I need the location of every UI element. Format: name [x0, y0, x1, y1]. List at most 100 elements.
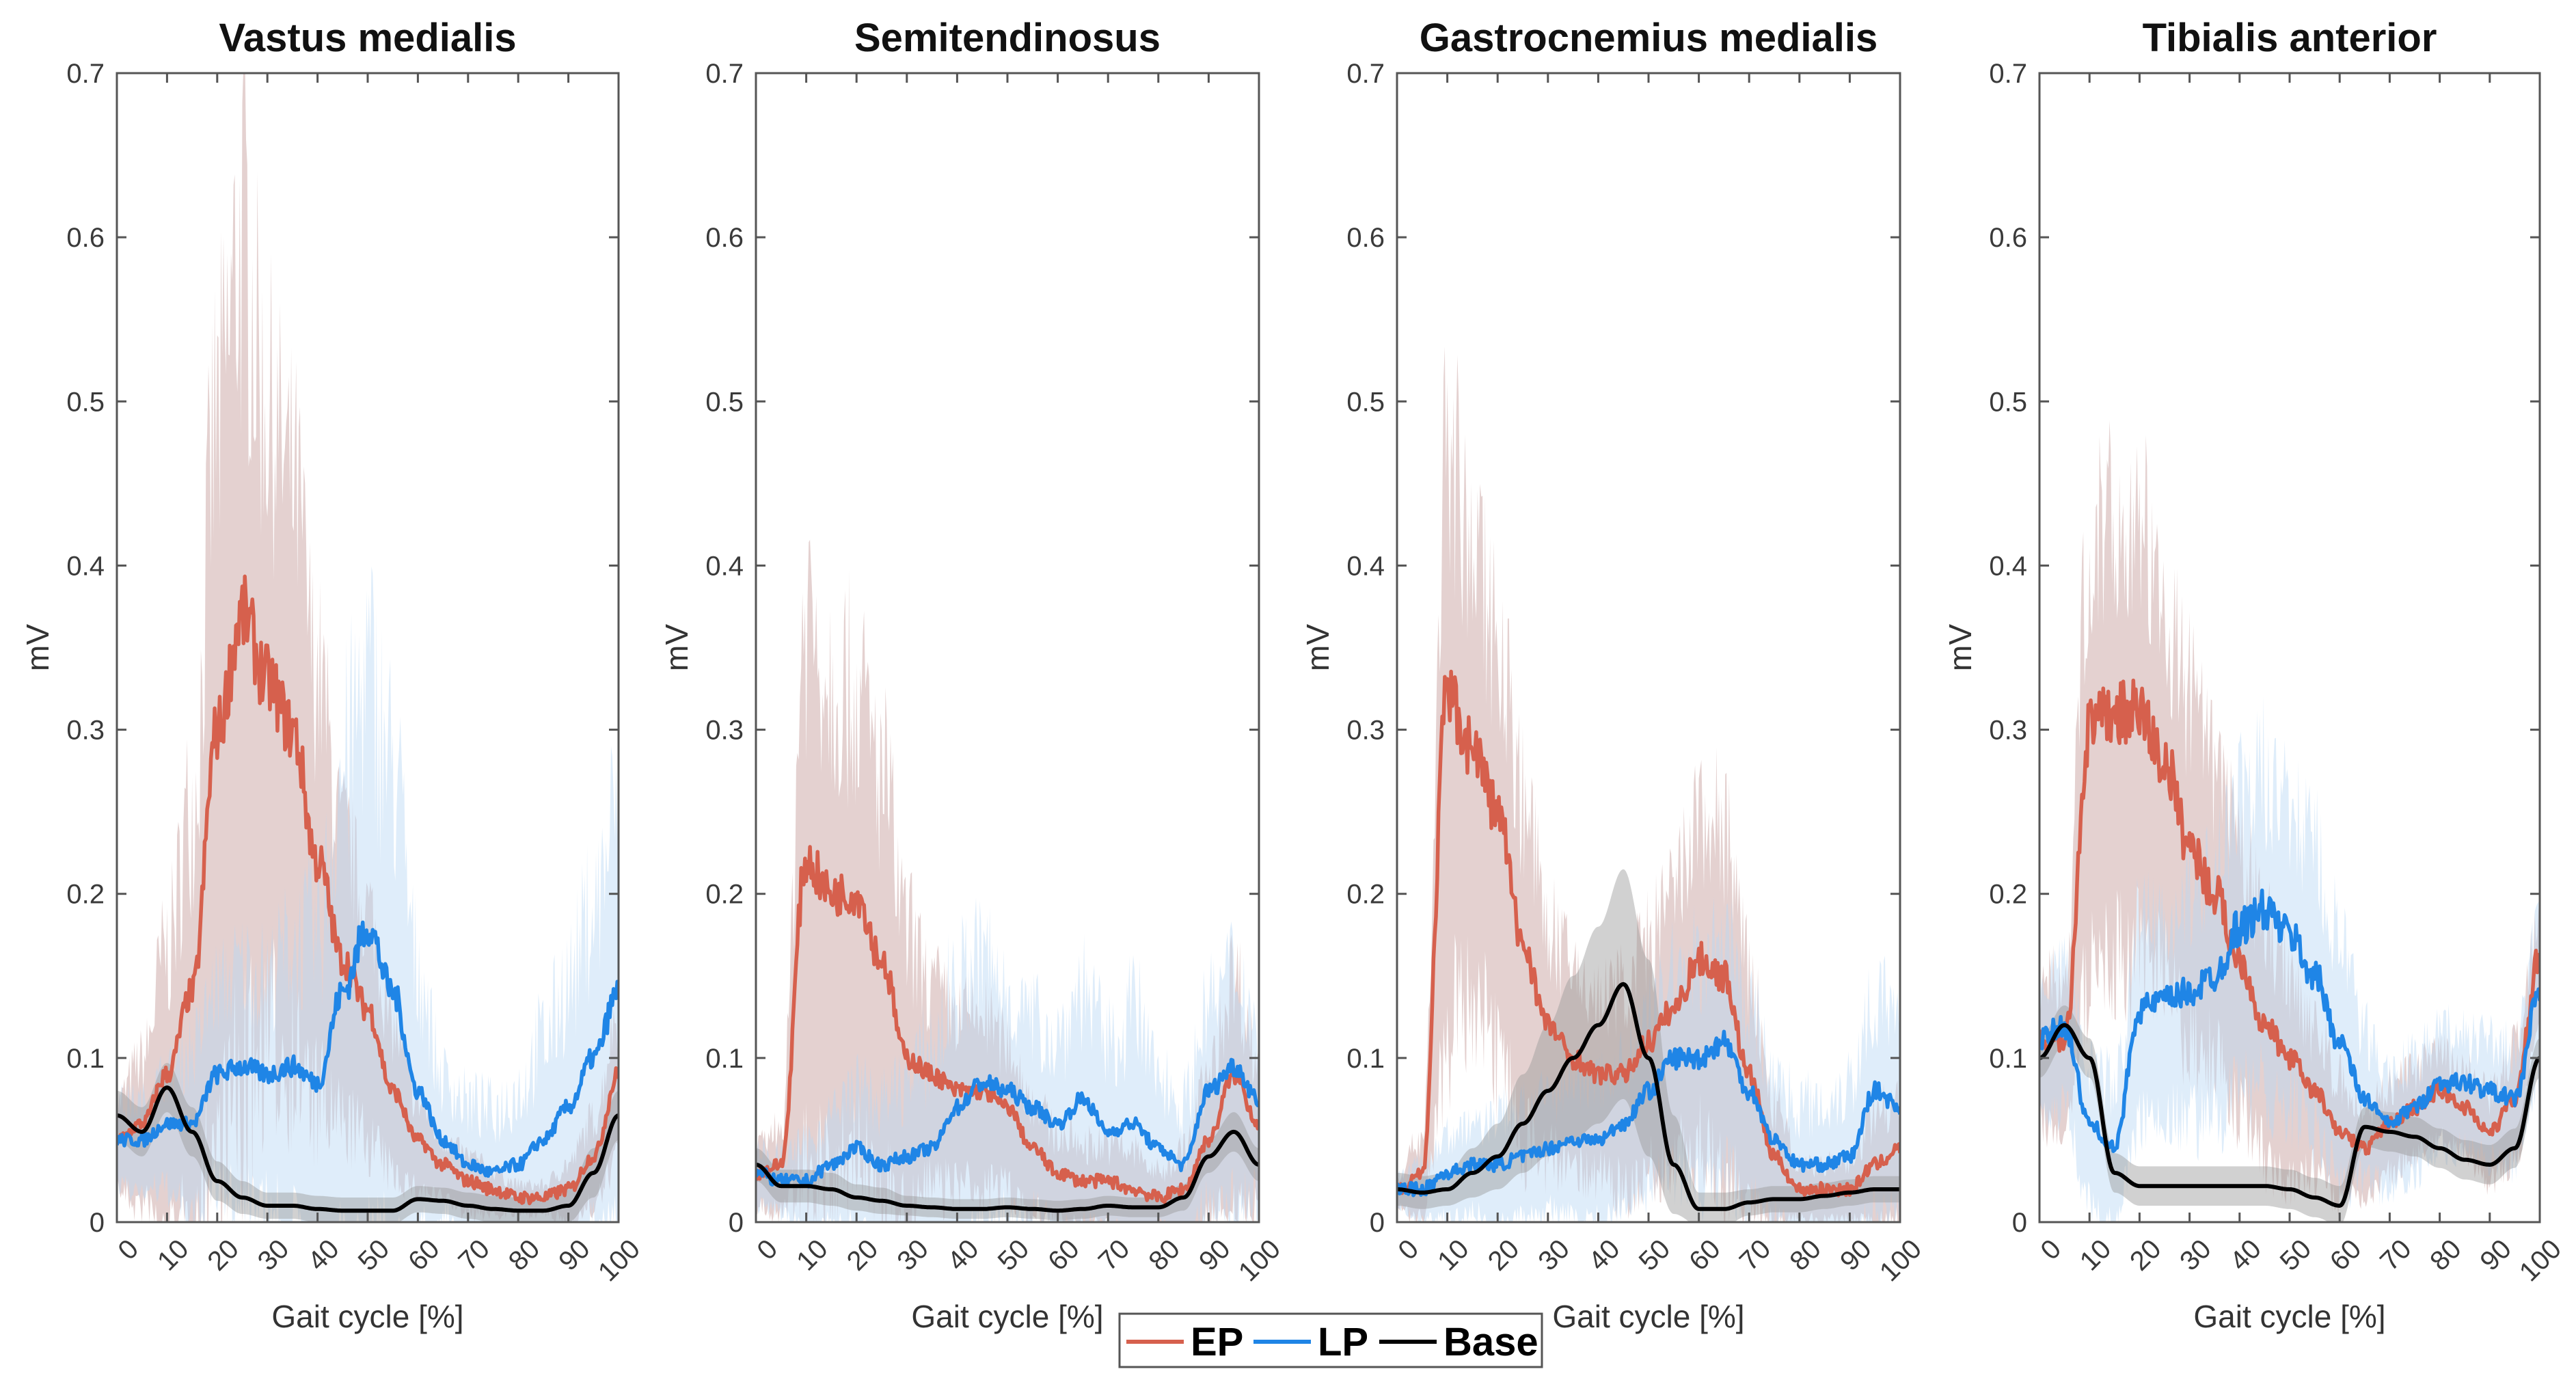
line-lp: [2039, 888, 2540, 1153]
y-tick-label: 0.3: [66, 716, 105, 746]
y-tick-label: 0.7: [66, 59, 105, 89]
x-tick-label: 80: [503, 1234, 546, 1277]
x-tick-label: 30: [252, 1234, 295, 1277]
x-tick-label: 30: [2174, 1234, 2217, 1277]
panel-semitendinosus: 00.10.20.30.40.50.60.70 10 20 30 40 50 60 70 80 9…: [659, 16, 1286, 1334]
line-base: [117, 1085, 619, 1213]
x-tick-label: 30: [1532, 1234, 1575, 1277]
y-tick-label: 0.2: [705, 880, 744, 910]
line-lp: [1397, 1029, 1900, 1198]
x-tick-label: 100: [1233, 1234, 1286, 1287]
x-tick-label: 70: [452, 1234, 496, 1277]
x-tick-label: 60: [403, 1234, 446, 1277]
band-ep: [2039, 420, 2540, 1216]
y-tick-label: 0.5: [705, 387, 744, 417]
panel-vastus-medialis: 00.10.20.30.40.50.60.70 10 20 30 40 50 60 70 80 9…: [20, 16, 646, 1334]
plot-area: [1397, 346, 1900, 1222]
plot-area: [117, 73, 619, 1222]
x-tick-label: 60: [1683, 1234, 1726, 1277]
panel-gastrocnemius-medialis: 00.10.20.30.40.50.60.70 10 20 30 40 50 60 70 80 9…: [1300, 16, 1927, 1334]
x-tick-label: 90: [2474, 1234, 2517, 1277]
x-tick-label: 20: [2124, 1234, 2167, 1277]
x-tick-label: 20: [202, 1234, 245, 1277]
y-tick-label: 0: [90, 1208, 105, 1238]
y-axis-label: mV: [1942, 624, 1978, 671]
y-tick-label: 0.4: [1989, 551, 2027, 581]
y-tick-label: 0.1: [1346, 1044, 1385, 1074]
y-tick-label: 0.7: [1346, 59, 1385, 89]
band-lp: [2039, 696, 2540, 1222]
band-ep: [756, 539, 1259, 1222]
panel-tibialis-anterior: 00.10.20.30.40.50.60.70 10 20 30 40 50 60 70 80 9…: [1942, 16, 2567, 1334]
y-tick-label: 0.4: [66, 551, 105, 581]
line-lp: [756, 1057, 1259, 1189]
y-tick-label: 0.2: [1989, 880, 2027, 910]
y-axis-label: mV: [20, 624, 55, 671]
y-axis-label: mV: [1300, 624, 1336, 671]
x-tick-label: 0: [112, 1234, 144, 1266]
x-tick-label: 90: [553, 1234, 596, 1277]
x-tick-label: 40: [2224, 1234, 2267, 1277]
y-tick-label: 0: [1370, 1208, 1385, 1238]
x-tick-label: 80: [2424, 1234, 2467, 1277]
x-tick-label: 40: [942, 1234, 985, 1277]
panel-title: Gastrocnemius medialis: [1420, 16, 1877, 60]
y-axis-label: mV: [659, 624, 694, 671]
y-tick-label: 0: [729, 1208, 744, 1238]
x-tick-label: 50: [992, 1234, 1035, 1277]
x-tick-label: 30: [891, 1234, 934, 1277]
y-tick-label: 0.3: [705, 716, 744, 746]
y-tick-label: 0.1: [705, 1044, 744, 1074]
y-tick-label: 0.5: [1346, 387, 1385, 417]
line-base: [756, 1129, 1259, 1213]
band-ep: [1397, 346, 1900, 1222]
y-tick-label: 0.1: [1989, 1044, 2027, 1074]
y-tick-label: 0.7: [705, 59, 744, 89]
x-tick-label: 0: [1392, 1234, 1424, 1266]
legend-label-lp: LP: [1318, 1320, 1368, 1364]
x-tick-label: 10: [152, 1234, 195, 1277]
x-tick-label: 40: [1583, 1234, 1626, 1277]
x-tick-label: 70: [1734, 1234, 1777, 1277]
x-tick-label: 100: [1874, 1234, 1927, 1287]
x-tick-label: 80: [1784, 1234, 1827, 1277]
x-tick-label: 40: [302, 1234, 345, 1277]
band-ep: [117, 73, 619, 1222]
legend-label-ep: EP: [1191, 1320, 1243, 1364]
y-tick-label: 0.7: [1989, 59, 2027, 89]
x-tick-label: 70: [1093, 1234, 1136, 1277]
y-tick-label: 0.6: [66, 223, 105, 253]
x-tick-label: 60: [1042, 1234, 1085, 1277]
y-tick-label: 0.1: [66, 1044, 105, 1074]
y-tick-label: 0.4: [1346, 551, 1385, 581]
x-tick-label: 90: [1834, 1234, 1877, 1277]
x-axis-label: Gait cycle [%]: [271, 1299, 463, 1334]
y-tick-label: 0.2: [1346, 880, 1385, 910]
x-tick-label: 90: [1193, 1234, 1236, 1277]
x-tick-label: 60: [2324, 1234, 2368, 1277]
y-tick-label: 0.2: [66, 880, 105, 910]
x-tick-label: 0: [2035, 1234, 2067, 1266]
x-tick-label: 20: [1482, 1234, 1526, 1277]
line-ep: [117, 574, 619, 1206]
x-axis-label: Gait cycle [%]: [1552, 1299, 1744, 1334]
line-base: [2039, 1023, 2540, 1208]
x-tick-label: 10: [1432, 1234, 1475, 1277]
x-tick-label: 10: [2074, 1234, 2117, 1277]
y-tick-label: 0.3: [1989, 716, 2027, 746]
line-ep: [2039, 678, 2540, 1156]
line-ep: [756, 845, 1259, 1204]
x-tick-label: 0: [751, 1234, 783, 1266]
band-lp: [117, 566, 619, 1222]
x-tick-label: 50: [2275, 1234, 2318, 1277]
band-base: [2039, 1005, 2540, 1222]
x-tick-label: 50: [353, 1234, 396, 1277]
legend-label-base: Base: [1443, 1320, 1538, 1364]
line-lp: [117, 920, 619, 1178]
y-tick-label: 0.3: [1346, 716, 1385, 746]
x-tick-label: 70: [2374, 1234, 2417, 1277]
x-axis-label: Gait cycle [%]: [2193, 1299, 2385, 1334]
x-tick-label: 20: [841, 1234, 884, 1277]
y-tick-label: 0.6: [705, 223, 744, 253]
panel-title: Vastus medialis: [219, 16, 516, 60]
